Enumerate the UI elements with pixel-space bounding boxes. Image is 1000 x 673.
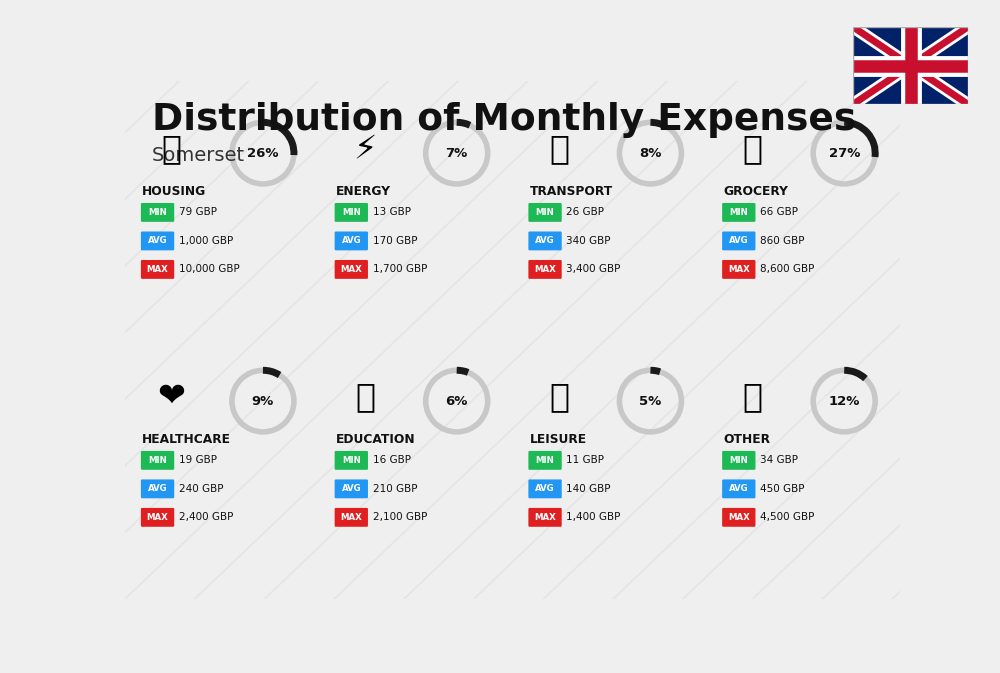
Text: 9%: 9% xyxy=(252,394,274,408)
Text: MAX: MAX xyxy=(728,265,750,274)
Text: 79 GBP: 79 GBP xyxy=(179,207,217,217)
Text: 1,000 GBP: 1,000 GBP xyxy=(179,236,233,246)
Text: AVG: AVG xyxy=(341,485,361,493)
Text: 💰: 💰 xyxy=(743,380,763,413)
FancyBboxPatch shape xyxy=(528,232,562,250)
Text: 🛒: 🛒 xyxy=(743,132,763,165)
Text: AVG: AVG xyxy=(148,236,167,246)
Text: LEISURE: LEISURE xyxy=(530,433,587,446)
Text: 19 GBP: 19 GBP xyxy=(179,456,217,465)
Text: 340 GBP: 340 GBP xyxy=(566,236,611,246)
Text: MIN: MIN xyxy=(148,456,167,465)
FancyBboxPatch shape xyxy=(335,479,368,498)
Text: 450 GBP: 450 GBP xyxy=(760,484,805,494)
FancyBboxPatch shape xyxy=(528,260,562,279)
Text: 8,600 GBP: 8,600 GBP xyxy=(760,264,814,275)
Text: MAX: MAX xyxy=(728,513,750,522)
FancyBboxPatch shape xyxy=(141,232,174,250)
Text: MIN: MIN xyxy=(342,208,361,217)
Text: AVG: AVG xyxy=(341,236,361,246)
Text: HOUSING: HOUSING xyxy=(142,186,206,199)
Text: 34 GBP: 34 GBP xyxy=(760,456,798,465)
Text: AVG: AVG xyxy=(535,236,555,246)
FancyBboxPatch shape xyxy=(335,232,368,250)
Text: 7%: 7% xyxy=(446,147,468,160)
Text: AVG: AVG xyxy=(729,236,749,246)
Text: MIN: MIN xyxy=(148,208,167,217)
Text: AVG: AVG xyxy=(148,485,167,493)
Text: 240 GBP: 240 GBP xyxy=(179,484,223,494)
Text: 11 GBP: 11 GBP xyxy=(566,456,604,465)
Text: EDUCATION: EDUCATION xyxy=(336,433,415,446)
Text: MAX: MAX xyxy=(147,265,168,274)
Text: MIN: MIN xyxy=(536,208,554,217)
Text: 27%: 27% xyxy=(829,147,860,160)
Text: 4,500 GBP: 4,500 GBP xyxy=(760,512,814,522)
Text: 26%: 26% xyxy=(247,147,279,160)
Text: 🏢: 🏢 xyxy=(162,132,182,165)
Text: AVG: AVG xyxy=(535,485,555,493)
Text: ❤: ❤ xyxy=(158,380,186,413)
Text: MAX: MAX xyxy=(534,265,556,274)
Text: 16 GBP: 16 GBP xyxy=(373,456,411,465)
FancyBboxPatch shape xyxy=(528,203,562,222)
FancyBboxPatch shape xyxy=(141,451,174,470)
FancyBboxPatch shape xyxy=(528,508,562,527)
FancyBboxPatch shape xyxy=(722,451,755,470)
FancyBboxPatch shape xyxy=(722,479,755,498)
Text: MIN: MIN xyxy=(729,208,748,217)
Text: MAX: MAX xyxy=(534,513,556,522)
Text: Distribution of Monthly Expenses: Distribution of Monthly Expenses xyxy=(152,102,856,139)
FancyBboxPatch shape xyxy=(141,260,174,279)
FancyBboxPatch shape xyxy=(722,508,755,527)
FancyBboxPatch shape xyxy=(528,451,562,470)
Text: HEALTHCARE: HEALTHCARE xyxy=(142,433,231,446)
Text: 🎓: 🎓 xyxy=(355,380,375,413)
Text: 6%: 6% xyxy=(446,394,468,408)
FancyBboxPatch shape xyxy=(335,203,368,222)
Text: 66 GBP: 66 GBP xyxy=(760,207,798,217)
FancyBboxPatch shape xyxy=(722,232,755,250)
Text: 10,000 GBP: 10,000 GBP xyxy=(179,264,240,275)
Text: ⚡: ⚡ xyxy=(354,132,377,165)
FancyBboxPatch shape xyxy=(335,508,368,527)
Text: 1,400 GBP: 1,400 GBP xyxy=(566,512,621,522)
Text: 12%: 12% xyxy=(829,394,860,408)
Text: AVG: AVG xyxy=(729,485,749,493)
Text: MAX: MAX xyxy=(340,265,362,274)
Text: 26 GBP: 26 GBP xyxy=(566,207,604,217)
Text: OTHER: OTHER xyxy=(723,433,770,446)
FancyBboxPatch shape xyxy=(141,203,174,222)
Text: GROCERY: GROCERY xyxy=(723,186,788,199)
Text: 1,700 GBP: 1,700 GBP xyxy=(373,264,427,275)
FancyBboxPatch shape xyxy=(528,479,562,498)
Text: 860 GBP: 860 GBP xyxy=(760,236,805,246)
Text: 13 GBP: 13 GBP xyxy=(373,207,411,217)
Text: MAX: MAX xyxy=(340,513,362,522)
FancyBboxPatch shape xyxy=(722,260,755,279)
Text: TRANSPORT: TRANSPORT xyxy=(530,186,613,199)
Text: Somerset: Somerset xyxy=(152,146,245,165)
FancyBboxPatch shape xyxy=(722,203,755,222)
Text: ENERGY: ENERGY xyxy=(336,186,391,199)
Text: 170 GBP: 170 GBP xyxy=(373,236,417,246)
Text: MAX: MAX xyxy=(147,513,168,522)
Text: MIN: MIN xyxy=(342,456,361,465)
FancyBboxPatch shape xyxy=(141,479,174,498)
Text: 5%: 5% xyxy=(639,394,662,408)
FancyBboxPatch shape xyxy=(141,508,174,527)
Text: 2,400 GBP: 2,400 GBP xyxy=(179,512,233,522)
FancyBboxPatch shape xyxy=(335,451,368,470)
FancyBboxPatch shape xyxy=(335,260,368,279)
Text: 🛍: 🛍 xyxy=(549,380,569,413)
Text: 8%: 8% xyxy=(639,147,662,160)
Text: 210 GBP: 210 GBP xyxy=(373,484,417,494)
Text: 🚌: 🚌 xyxy=(549,132,569,165)
Text: 2,100 GBP: 2,100 GBP xyxy=(373,512,427,522)
Text: 140 GBP: 140 GBP xyxy=(566,484,611,494)
Text: 3,400 GBP: 3,400 GBP xyxy=(566,264,621,275)
Text: MIN: MIN xyxy=(729,456,748,465)
Text: MIN: MIN xyxy=(536,456,554,465)
